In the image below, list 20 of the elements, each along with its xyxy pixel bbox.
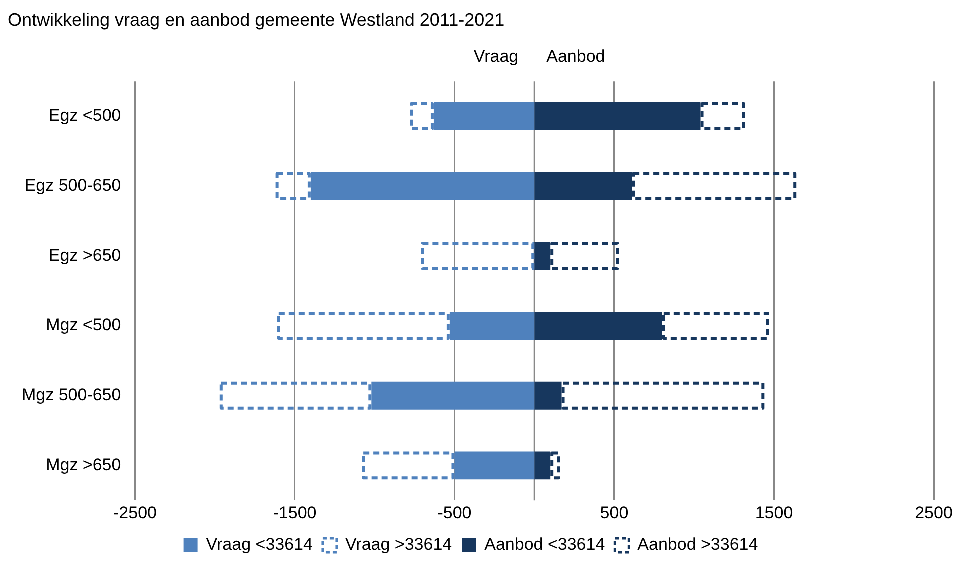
bar [421, 242, 535, 270]
x-tick-label: -500 [438, 503, 472, 522]
x-tick-label: -1500 [273, 503, 317, 522]
y-tick-label: Egz >650 [48, 246, 122, 265]
text: Vraag [474, 46, 519, 66]
chart-title: Ontwikkeling vraag en aanbod gemeente Westland 2011-2021 [8, 10, 505, 30]
legend-label: Vraag >33614 [345, 535, 452, 554]
legend-label: Vraag <33614 [206, 535, 313, 554]
y-tick-label: Mgz >650 [46, 455, 122, 474]
legend-label: Aanbod <33614 [484, 535, 606, 554]
y-tick-label: Egz 500-650 [24, 176, 122, 196]
x-tick-label: 500 [600, 503, 629, 522]
x-tick-label: -2500 [113, 503, 157, 522]
y-tick-label: Mgz <500 [46, 316, 122, 335]
x-tick-label: 1500 [755, 503, 794, 522]
y-tick-label: Mgz 500-650 [22, 386, 122, 405]
y-tick-label: Egz <500 [48, 106, 122, 126]
x-tick-label: 2500 [915, 503, 953, 522]
text: Aanbod [546, 46, 606, 66]
legend-label: Aanbod >33614 [638, 535, 758, 554]
